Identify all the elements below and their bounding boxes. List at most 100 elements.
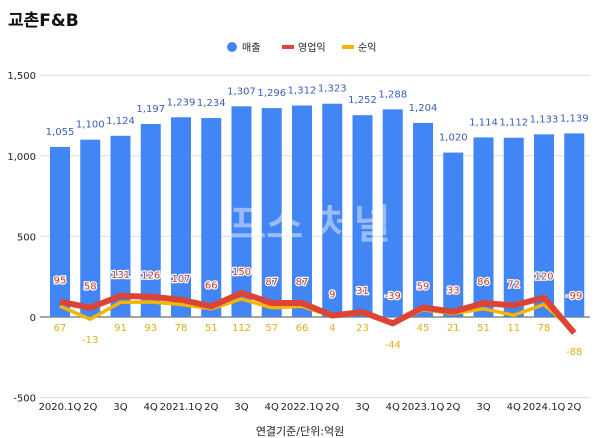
legend-label: 영업익 [298, 41, 326, 54]
bar [322, 103, 343, 318]
y-tick-label: -500 [13, 394, 36, 405]
y-tick-label: 0 [30, 313, 36, 324]
operating-profit-label: -39 [385, 291, 401, 302]
bar [443, 152, 464, 317]
x-tick-label: 3Q [113, 402, 127, 413]
net-income-label: 4 [329, 323, 335, 334]
operating-profit-label: 31 [356, 286, 369, 297]
operating-profit-label: 86 [477, 277, 490, 288]
net-income-label: 11 [507, 323, 520, 334]
operating-profit-label: 72 [507, 279, 520, 290]
x-tick-label: 2Q [83, 402, 97, 413]
y-tick-label: 500 [17, 232, 36, 243]
bar-value-label: 1,124 [106, 116, 135, 127]
bar-value-label: 1,234 [197, 98, 226, 109]
bar-value-label: 1,133 [530, 114, 559, 125]
bar-value-label: 1,239 [167, 97, 196, 108]
net-income-label: 66 [296, 323, 309, 334]
y-tick-label: 1,500 [7, 71, 36, 82]
legend-label: 순익 [358, 42, 376, 54]
operating-profit-label: 33 [447, 286, 460, 297]
bar [261, 108, 282, 317]
net-income-label: 57 [265, 323, 278, 334]
bar [110, 135, 131, 317]
operating-profit-label: 87 [296, 277, 309, 288]
operating-profit-label: 131 [111, 270, 130, 281]
watermark: 프스 처널 [229, 202, 390, 248]
bar-value-label: 1,197 [136, 104, 165, 115]
bar [171, 117, 191, 318]
net-income-label: 51 [477, 323, 490, 334]
net-income-label: 91 [114, 323, 127, 334]
x-tick-label: 2022.1Q [281, 402, 324, 413]
line-series-operating-profit [59, 289, 577, 335]
net-income-label: 78 [538, 323, 551, 334]
bar-value-label: 1,139 [560, 113, 589, 124]
footer-note: 연결기준/단위:억원 [255, 425, 345, 438]
bar-value-label: 1,296 [257, 88, 286, 99]
bar [534, 134, 554, 317]
operating-profit-label: 120 [534, 272, 553, 283]
net-income-label: 21 [447, 323, 460, 334]
net-income-label: 67 [54, 323, 67, 334]
net-income-label: 23 [356, 323, 369, 334]
x-tick-label: 2Q [446, 402, 460, 413]
net-income-label: 93 [144, 323, 157, 334]
bar-value-label: 1,307 [227, 86, 256, 97]
legend-label: 매출 [242, 42, 260, 54]
bar-value-label: 1,312 [288, 86, 317, 97]
operating-profit-label: 87 [265, 277, 278, 288]
x-tick-label: 2024.1Q [523, 402, 566, 413]
x-tick-label: 3Q [355, 402, 369, 413]
bar [140, 124, 161, 317]
bar [382, 109, 403, 318]
bar-value-label: 1,114 [469, 117, 498, 128]
net-income-label: 112 [232, 323, 251, 334]
operating-profit-label: 9 [329, 290, 335, 301]
bar [80, 139, 101, 317]
bar [352, 115, 373, 317]
net-income-label: -88 [566, 347, 582, 358]
bar [413, 122, 433, 318]
net-income-label: 78 [175, 323, 188, 334]
bar-value-label: 1,055 [46, 127, 75, 138]
operating-profit-label: 126 [141, 271, 160, 282]
x-tick-label: 2Q [325, 402, 339, 413]
y-tick-label: 1,000 [7, 152, 36, 163]
bar [292, 105, 312, 317]
bar [473, 137, 494, 317]
operating-profit-label: 95 [54, 276, 67, 287]
x-tick-label: 2020.1Q [39, 402, 82, 413]
net-income-label: -13 [82, 335, 98, 346]
bar-value-label: 1,020 [439, 133, 468, 144]
bar [50, 146, 70, 317]
bar-value-label: 1,204 [409, 103, 438, 114]
bar-value-label: 1,288 [378, 89, 407, 100]
x-tick-label: 4Q [144, 402, 158, 413]
operating-profit-label: 107 [171, 274, 190, 285]
bar-value-label: 1,323 [318, 84, 347, 95]
bar-value-label: 1,252 [348, 95, 377, 106]
bar [564, 133, 585, 317]
x-tick-label: 4Q [265, 402, 279, 413]
net-income-label: -44 [385, 340, 401, 351]
operating-profit-label: -99 [566, 291, 582, 302]
operating-profit-label: 59 [417, 281, 430, 292]
bar-value-label: 1,112 [499, 118, 528, 129]
operating-profit-label: 66 [205, 280, 218, 291]
x-tick-label: 2021.1Q [160, 402, 203, 413]
legend-swatch-sales [227, 42, 237, 52]
operating-profit-label: 150 [232, 267, 251, 278]
net-income-label: 51 [205, 323, 218, 334]
bar [503, 137, 524, 317]
x-tick-label: 2Q [204, 402, 218, 413]
net-income-label: 45 [417, 323, 430, 334]
bar [231, 106, 252, 317]
operating-profit-label: 58 [84, 282, 97, 293]
x-tick-label: 3Q [476, 402, 490, 413]
x-tick-label: 2023.1Q [402, 402, 445, 413]
bar [201, 118, 222, 318]
x-tick-label: 2Q [567, 402, 581, 413]
